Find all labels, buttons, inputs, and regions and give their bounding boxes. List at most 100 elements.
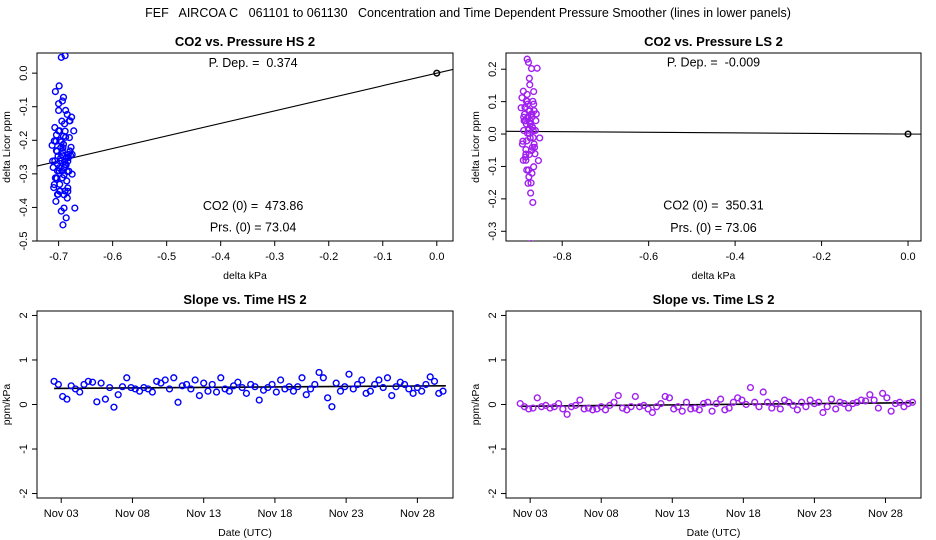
data-point xyxy=(836,398,844,406)
panel-slope-vs-time-ls: Slope vs. Time LS 2 Date (UTC) ppm/kPa Nov … xyxy=(470,292,922,539)
data-point xyxy=(174,398,182,406)
data-point xyxy=(523,55,531,63)
data-point xyxy=(345,370,353,378)
x-tick-label: Nov 03 xyxy=(44,508,79,520)
data-point xyxy=(230,382,238,390)
panel-title: CO2 vs. Pressure LS 2 xyxy=(644,34,783,49)
data-point xyxy=(204,387,212,395)
plot-frame xyxy=(36,310,454,499)
data-point xyxy=(528,239,534,241)
x-tick-label: -0.2 xyxy=(319,251,338,263)
data-point xyxy=(225,387,233,395)
data-point xyxy=(55,167,63,175)
data-point xyxy=(55,100,63,108)
data-point xyxy=(823,403,831,411)
data-point xyxy=(529,404,537,412)
y-tick-label: -2 xyxy=(487,489,499,499)
data-point xyxy=(67,143,75,151)
data-point xyxy=(759,388,767,396)
data-point xyxy=(584,404,593,412)
data-point xyxy=(101,395,109,403)
panel-title: Slope vs. Time LS 2 xyxy=(653,292,775,307)
plot-frame xyxy=(505,52,922,242)
data-point xyxy=(51,88,59,96)
panel-slope-vs-time-hs: Slope vs. Time HS 2 Date (UTC) ppm/kPa Nov … xyxy=(1,292,454,539)
x-tick-label: -0.8 xyxy=(553,251,572,263)
data-point xyxy=(524,58,533,67)
data-point xyxy=(383,374,392,382)
y-axis-label: ppm/kPa xyxy=(1,384,13,426)
x-tick-label: Nov 28 xyxy=(400,508,435,520)
y-tick-label: -0.3 xyxy=(18,164,30,183)
data-point xyxy=(627,403,635,411)
data-point xyxy=(554,400,563,408)
data-point xyxy=(349,385,357,393)
x-tick-label: 0.0 xyxy=(429,251,444,263)
data-point xyxy=(526,134,534,142)
data-point xyxy=(708,407,716,415)
x-tick-label: Nov 28 xyxy=(868,508,903,520)
data-point xyxy=(57,154,65,162)
data-point xyxy=(319,374,327,382)
data-point xyxy=(153,377,161,385)
data-point xyxy=(422,380,430,389)
data-point xyxy=(640,401,648,409)
y-tick-label: 0.1 xyxy=(487,94,499,109)
data-point xyxy=(866,391,874,399)
data-point xyxy=(601,406,610,414)
data-point xyxy=(525,150,533,159)
y-tick-label: -0.4 xyxy=(18,198,30,217)
annotation: Prs. (0) = 73.04 xyxy=(210,221,297,235)
data-point xyxy=(527,120,535,128)
data-point xyxy=(332,379,340,387)
data-point xyxy=(530,87,538,96)
data-point xyxy=(272,388,280,396)
data-point xyxy=(400,380,409,389)
data-point xyxy=(165,385,174,393)
data-point xyxy=(861,397,870,405)
data-point xyxy=(84,377,92,385)
data-point xyxy=(148,388,156,396)
data-point xyxy=(200,379,208,387)
annotation: P. Dep. = -0.009 xyxy=(667,56,760,70)
panel-title: Slope vs. Time HS 2 xyxy=(183,292,306,307)
data-point xyxy=(527,179,535,187)
data-point xyxy=(810,400,819,408)
data-point xyxy=(51,123,59,132)
data-point xyxy=(525,74,533,82)
data-point xyxy=(106,383,114,392)
annotation: CO2 (0) = 473.86 xyxy=(203,199,303,213)
data-point xyxy=(242,389,251,397)
data-point xyxy=(140,383,148,392)
x-tick-label: -0.5 xyxy=(157,251,176,263)
data-point xyxy=(187,385,195,393)
data-point xyxy=(522,150,530,158)
data-point xyxy=(53,160,62,168)
data-point xyxy=(751,398,759,406)
data-point xyxy=(896,398,904,406)
data-point xyxy=(891,400,900,408)
x-tick-label: -0.3 xyxy=(265,251,284,263)
data-point xyxy=(439,387,447,395)
y-tick-label: 0 xyxy=(18,401,30,407)
y-axis-label: delta Licor ppm xyxy=(470,111,482,183)
data-point xyxy=(71,204,79,212)
data-point xyxy=(527,189,535,197)
data-point xyxy=(644,405,652,413)
data-point xyxy=(763,398,772,406)
y-tick-label: -0.2 xyxy=(487,189,499,208)
data-point xyxy=(58,117,66,125)
data-point xyxy=(519,87,527,95)
data-point xyxy=(65,134,74,142)
data-point xyxy=(712,400,720,408)
data-point xyxy=(530,143,539,151)
data-point xyxy=(52,197,60,205)
data-point xyxy=(614,391,622,400)
data-point xyxy=(517,104,525,112)
origin-point xyxy=(433,69,441,77)
data-point xyxy=(405,385,413,393)
data-point xyxy=(110,403,118,411)
y-tick-label: -1 xyxy=(487,444,499,454)
data-point xyxy=(388,391,396,400)
data-point xyxy=(844,404,853,412)
